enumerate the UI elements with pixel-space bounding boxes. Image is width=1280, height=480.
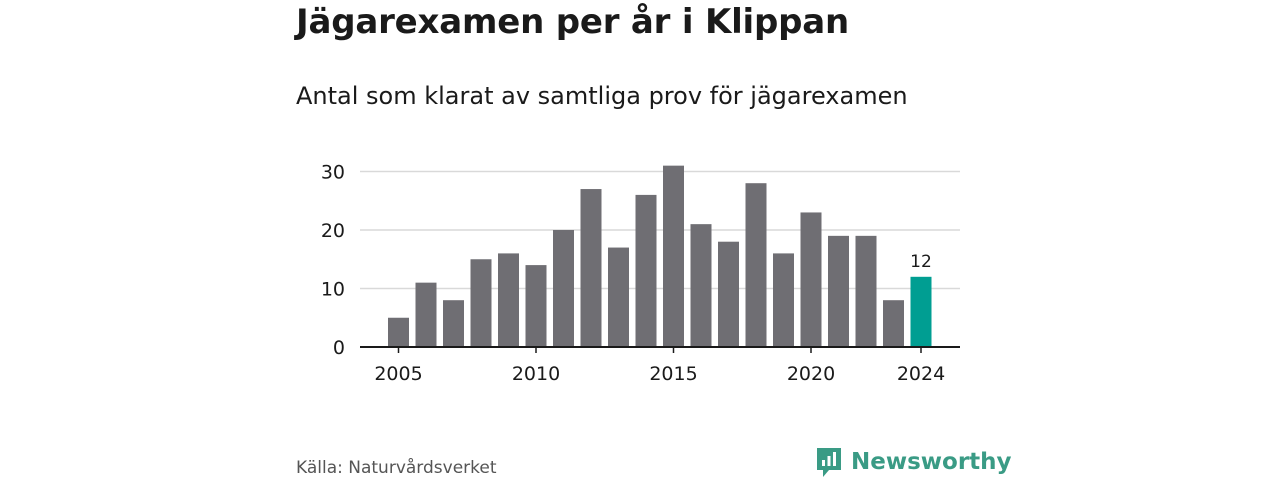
x-tick-label: 2015 (649, 363, 697, 385)
brand-logo[interactable]: Newsworthy (815, 446, 1012, 478)
bar-chart: 0 10 20 30 12 2005 2010 2015 2020 2024 (321, 162, 960, 385)
bar-2014 (635, 194, 657, 347)
bar-2008 (470, 259, 492, 347)
x-tick-label: 2024 (897, 363, 945, 385)
bar-2012 (580, 189, 602, 347)
bar-2024 (910, 276, 932, 347)
bar-2019 (773, 253, 794, 347)
bar-2006 (415, 282, 437, 347)
brand-name: Newsworthy (851, 449, 1012, 475)
x-tick-label: 2020 (787, 363, 835, 385)
y-tick-label: 10 (321, 279, 345, 301)
x-tick-label: 2010 (512, 363, 560, 385)
bar-2022 (855, 235, 877, 347)
bar-2009 (498, 253, 519, 347)
x-tick-label: 2005 (374, 363, 422, 385)
data-label: 12 (910, 252, 932, 272)
y-tick-label: 30 (321, 162, 345, 184)
source-note: Källa: Naturvårdsverket (296, 458, 497, 478)
bar-2021 (828, 235, 849, 347)
bar-2015 (663, 165, 684, 347)
bar-2007 (443, 300, 464, 347)
bar-2020 (800, 212, 822, 347)
bar-2013 (608, 247, 629, 347)
bar-2005 (388, 317, 409, 347)
y-tick-label: 0 (333, 337, 345, 359)
bar-2018 (745, 183, 767, 347)
chart-title: Jägarexamen per år i Klippan (296, 2, 850, 42)
newsworthy-logo-icon (817, 448, 841, 477)
chart-subtitle: Antal som klarat av samtliga prov för jä… (296, 82, 908, 110)
bar-2016 (690, 224, 712, 347)
y-tick-label: 20 (321, 220, 345, 242)
bar-2010 (525, 265, 547, 347)
bar-2017 (718, 241, 739, 347)
bar-2011 (553, 230, 574, 347)
bar-2023 (883, 300, 904, 347)
